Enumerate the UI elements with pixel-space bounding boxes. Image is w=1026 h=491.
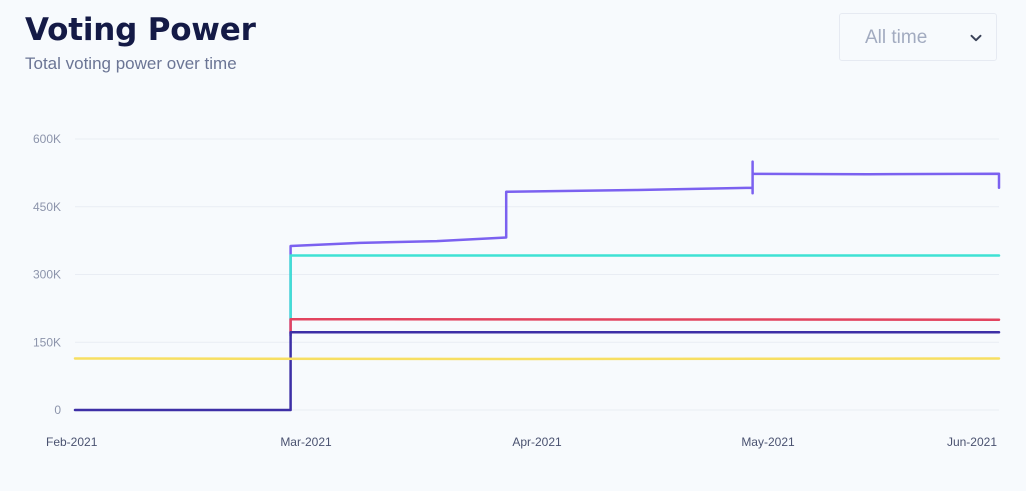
y-tick-label: 300K [33, 268, 61, 282]
x-tick-label: Feb-2021 [46, 435, 98, 449]
chart-gridlines [75, 138, 999, 411]
time-range-selected-value: All time [865, 27, 928, 48]
y-axis-ticks: 0 150K 300K 450K 600K [33, 132, 61, 417]
x-tick-label: Jun-2021 [947, 435, 997, 449]
x-tick-label: Apr-2021 [512, 435, 562, 449]
series-line-red [289, 317, 1001, 335]
y-tick-label: 450K [33, 200, 61, 214]
series-line-yellow [73, 357, 1001, 361]
page-title: Voting Power [25, 12, 256, 48]
x-axis-ticks: Feb-2021 Mar-2021 Apr-2021 May-2021 Jun-2021 [46, 435, 997, 449]
series-line-cyan [289, 254, 1001, 321]
y-tick-label: 0 [54, 403, 61, 417]
page-subtitle: Total voting power over time [25, 54, 237, 73]
time-range-select[interactable]: All time [839, 13, 997, 61]
chart-series [73, 160, 1001, 412]
chevron-down-icon [970, 34, 982, 42]
series-line-navy [73, 331, 1001, 412]
y-tick-label: 150K [33, 335, 61, 349]
x-tick-label: May-2021 [741, 435, 795, 449]
series-line-purple [289, 160, 1001, 337]
y-tick-label: 600K [33, 132, 61, 146]
x-tick-label: Mar-2021 [280, 435, 332, 449]
